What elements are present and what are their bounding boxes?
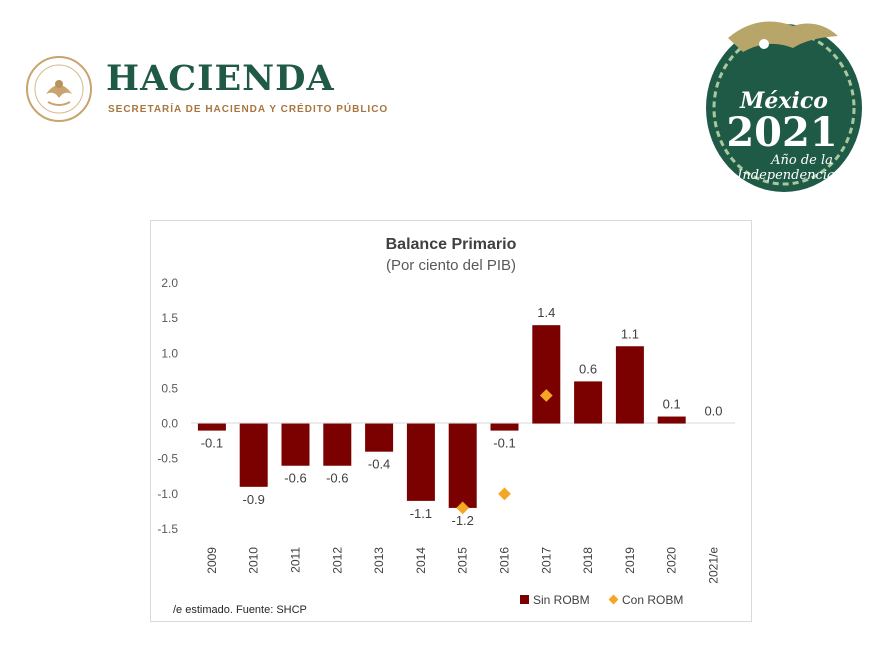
x-tick-label-2017: 2017 — [539, 547, 553, 574]
chart-title: Balance Primario — [386, 236, 517, 253]
bar-2012 — [323, 423, 352, 466]
legend-label-con-robm: Con ROBM — [622, 593, 683, 607]
marker-2015 — [456, 501, 470, 515]
x-tick-label-2018: 2018 — [581, 547, 595, 574]
data-label-2014: -1.1 — [410, 506, 432, 521]
data-label-2009: -0.1 — [201, 436, 223, 451]
bar-chart: Balance Primario (Por ciento del PIB) 2.… — [157, 236, 735, 616]
x-tick-label-2011: 2011 — [289, 547, 303, 573]
data-label-2017: 1.4 — [537, 305, 555, 320]
y-tick-label: 1.5 — [161, 311, 178, 325]
data-label-2012: -0.6 — [326, 471, 348, 486]
data-label-2010: -0.9 — [242, 492, 264, 507]
chart-footnote: /e estimado. Fuente: SHCP — [173, 604, 307, 616]
bar-2020 — [657, 416, 686, 424]
bar-2016 — [490, 423, 519, 431]
chart-panel: Balance Primario (Por ciento del PIB) 2.… — [150, 220, 752, 622]
data-label-2021/e: 0.0 — [704, 404, 722, 419]
x-tick-label-2019: 2019 — [623, 547, 637, 574]
y-tick-label: 0.0 — [161, 417, 178, 431]
x-tick-label-2016: 2016 — [498, 547, 512, 574]
emblem-line2: 2021 — [726, 109, 837, 156]
data-label-2018: 0.6 — [579, 361, 597, 376]
bar-2013 — [365, 423, 394, 452]
x-tick-label-2013: 2013 — [372, 547, 386, 574]
data-label-2011: -0.6 — [284, 471, 306, 486]
mexico-seal-icon — [26, 56, 92, 122]
legend-swatch-sin-robm — [520, 595, 529, 604]
y-tick-label: -1.0 — [157, 487, 178, 501]
y-tick-label: -1.5 — [157, 522, 178, 536]
x-tick-label-2021/e: 2021/e — [707, 547, 721, 584]
brand-subtitle: SECRETARÍA DE HACIENDA Y CRÉDITO PÚBLICO — [108, 104, 389, 115]
x-tick-label-2010: 2010 — [247, 547, 261, 574]
bar-2018 — [574, 381, 603, 424]
x-tick-label-2020: 2020 — [665, 547, 679, 574]
chart-subtitle: (Por ciento del PIB) — [386, 257, 516, 274]
emblem-line4: Independencia — [736, 168, 835, 183]
hacienda-logo: HACIENDA SECRETARÍA DE HACIENDA Y CRÉDIT… — [22, 50, 387, 130]
legend-label-sin-robm: Sin ROBM — [533, 593, 590, 607]
y-tick-label: -0.5 — [157, 452, 178, 466]
data-label-2015: -1.2 — [451, 513, 473, 528]
emblem-line1: México — [739, 88, 828, 114]
data-label-2013: -0.4 — [368, 457, 390, 472]
bar-2010 — [239, 423, 268, 487]
y-tick-label: 0.5 — [161, 381, 178, 395]
emblem-line3: Año de la — [770, 153, 833, 168]
legend-swatch-con-robm — [608, 594, 619, 605]
marker-2016 — [498, 487, 511, 501]
x-tick-label-2014: 2014 — [414, 547, 428, 574]
bar-2009 — [197, 423, 226, 431]
brand-name: HACIENDA — [106, 58, 335, 99]
x-tick-label-2012: 2012 — [330, 547, 344, 574]
x-tick-label-2015: 2015 — [456, 547, 470, 574]
bar-2015 — [448, 423, 477, 508]
bar-2014 — [406, 423, 435, 501]
data-label-2016: -0.1 — [493, 436, 515, 451]
mexico-2021-emblem: México 2021 Año de la Independencia — [706, 21, 862, 192]
bar-2011 — [281, 423, 310, 466]
y-tick-label: 1.0 — [161, 346, 178, 360]
x-tick-label-2009: 2009 — [205, 547, 219, 574]
data-label-2019: 1.1 — [621, 326, 639, 341]
data-label-2020: 0.1 — [663, 397, 681, 412]
y-tick-label: 2.0 — [161, 276, 178, 290]
bar-2017 — [532, 325, 561, 424]
chart-legend: Sin ROBM Con ROBM — [520, 593, 683, 607]
bar-2019 — [615, 346, 644, 424]
